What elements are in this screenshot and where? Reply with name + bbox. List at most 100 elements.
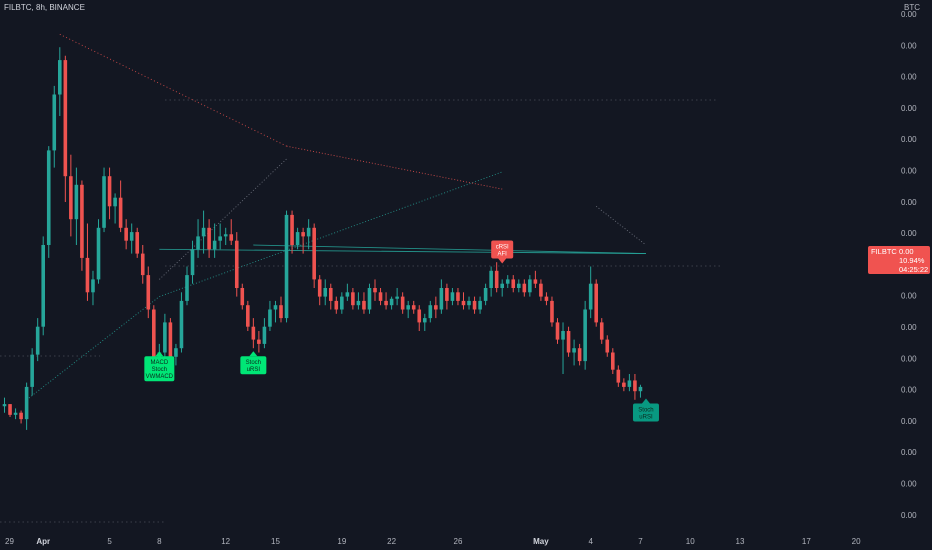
candle[interactable]	[284, 210, 289, 323]
candle[interactable]	[494, 262, 499, 293]
candle[interactable]	[583, 300, 587, 370]
candle[interactable]	[505, 275, 510, 288]
candle[interactable]	[622, 378, 626, 392]
candle[interactable]	[96, 219, 101, 284]
candle[interactable]	[163, 313, 167, 362]
candle[interactable]	[268, 300, 272, 331]
candle[interactable]	[74, 167, 79, 245]
candle[interactable]	[362, 292, 366, 314]
candle[interactable]	[185, 266, 189, 306]
candle[interactable]	[616, 365, 621, 387]
candle[interactable]	[135, 227, 140, 258]
candle[interactable]	[251, 318, 256, 349]
candle[interactable]	[35, 318, 40, 362]
candle[interactable]	[384, 292, 388, 310]
candle[interactable]	[196, 219, 200, 258]
candle[interactable]	[422, 313, 427, 331]
candle[interactable]	[179, 292, 184, 353]
candle[interactable]	[439, 279, 444, 314]
candle[interactable]	[207, 219, 211, 258]
candle[interactable]	[577, 343, 582, 366]
candle[interactable]	[389, 296, 394, 310]
candle[interactable]	[351, 288, 355, 310]
candle[interactable]	[417, 305, 422, 331]
candle[interactable]	[273, 300, 278, 323]
candle[interactable]	[312, 223, 316, 289]
candle[interactable]	[218, 223, 222, 250]
candle[interactable]	[489, 266, 493, 297]
candle[interactable]	[240, 283, 245, 310]
candle[interactable]	[483, 283, 488, 306]
candle[interactable]	[434, 296, 438, 319]
candle[interactable]	[445, 283, 449, 310]
candle[interactable]	[588, 266, 593, 319]
candle[interactable]	[118, 180, 123, 233]
candle[interactable]	[395, 288, 399, 306]
candle[interactable]	[262, 318, 267, 349]
candle[interactable]	[8, 404, 12, 417]
candles[interactable]	[2, 47, 643, 430]
candle[interactable]	[555, 318, 560, 344]
candle[interactable]	[146, 266, 151, 319]
candle[interactable]	[63, 55, 68, 202]
candle[interactable]	[290, 210, 294, 254]
candle[interactable]	[85, 223, 90, 301]
candle[interactable]	[367, 283, 372, 314]
candle[interactable]	[461, 292, 466, 310]
candle[interactable]	[140, 245, 145, 284]
candle[interactable]	[522, 279, 527, 297]
candle[interactable]	[223, 227, 228, 245]
candle[interactable]	[516, 279, 521, 293]
candle[interactable]	[561, 322, 565, 374]
candle[interactable]	[450, 288, 455, 306]
candle[interactable]	[356, 292, 361, 310]
candle[interactable]	[378, 288, 383, 306]
candle[interactable]	[201, 210, 206, 254]
candle[interactable]	[257, 331, 261, 353]
candle[interactable]	[19, 410, 23, 424]
candle[interactable]	[633, 374, 637, 400]
candle[interactable]	[328, 283, 333, 310]
candle[interactable]	[30, 348, 34, 396]
candle[interactable]	[340, 292, 344, 314]
candle[interactable]	[2, 397, 7, 413]
candle[interactable]	[69, 154, 73, 237]
candle[interactable]	[102, 167, 106, 233]
candle[interactable]	[400, 292, 405, 314]
candle[interactable]	[599, 318, 604, 344]
candle[interactable]	[373, 279, 377, 301]
candle[interactable]	[345, 283, 350, 301]
time-axis[interactable]: 29 Apr 5 8 12 15 19 22 26 May 4 7 10 13 17 20	[5, 537, 861, 546]
candle[interactable]	[456, 288, 460, 306]
candle[interactable]	[539, 279, 543, 301]
candle[interactable]	[13, 408, 18, 420]
candle[interactable]	[229, 219, 234, 245]
candle[interactable]	[323, 279, 328, 306]
candle[interactable]	[334, 296, 339, 314]
candle[interactable]	[80, 180, 84, 271]
candle[interactable]	[533, 270, 538, 288]
candle[interactable]	[594, 279, 599, 327]
candle[interactable]	[301, 227, 305, 254]
candle[interactable]	[246, 300, 250, 331]
candle[interactable]	[152, 305, 156, 366]
candle[interactable]	[428, 300, 433, 323]
candle[interactable]	[107, 167, 112, 220]
candle[interactable]	[611, 348, 615, 374]
candle[interactable]	[124, 219, 128, 250]
candle[interactable]	[91, 270, 95, 306]
candle[interactable]	[306, 219, 311, 250]
candle[interactable]	[406, 300, 410, 319]
candle[interactable]	[605, 335, 610, 357]
candle[interactable]	[500, 279, 504, 297]
candle[interactable]	[24, 382, 29, 430]
candle[interactable]	[317, 275, 322, 306]
candle[interactable]	[190, 240, 195, 284]
candle[interactable]	[295, 227, 300, 250]
candle[interactable]	[411, 300, 416, 314]
candle[interactable]	[550, 296, 554, 327]
